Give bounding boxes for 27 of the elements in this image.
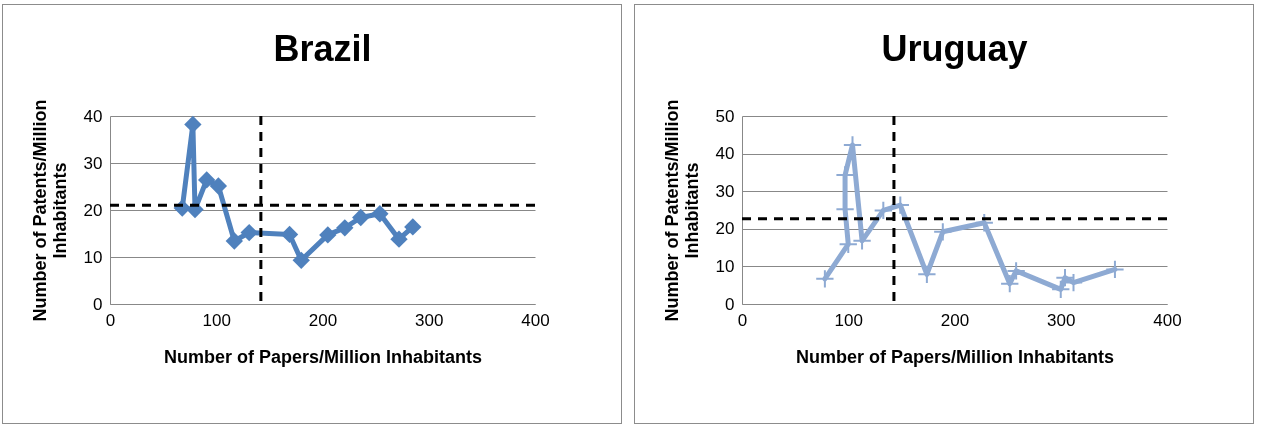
y-tick-label: 0 (725, 294, 735, 314)
x-tick-label: 200 (308, 310, 338, 330)
y-tick-label: 10 (83, 247, 103, 267)
x-tick-label: 0 (105, 310, 116, 330)
y-tick-label: 30 (83, 153, 103, 173)
x-tick-label: 0 (737, 310, 748, 330)
chart-title: Uruguay (881, 27, 1028, 69)
y-tick-label: 40 (83, 106, 103, 126)
x-tick-label: 100 (202, 310, 231, 330)
y-axis-title: Number of Patents/Million Inhabitants (661, 99, 702, 322)
x-tick-label: 400 (1153, 310, 1182, 330)
x-tick-label: 200 (940, 310, 970, 330)
x-axis-title: Number of Papers/Million Inhabitants (163, 346, 483, 367)
y-tick-label: 20 (715, 219, 735, 239)
x-axis-title: Number of Papers/Million Inhabitants (795, 346, 1115, 367)
y-tick-label: 0 (93, 294, 103, 314)
y-tick-label: 40 (715, 144, 735, 164)
x-tick-label: 400 (521, 310, 550, 330)
x-tick-label: 100 (834, 310, 863, 330)
y-tick-label: 10 (715, 256, 735, 276)
y-tick-label: 20 (83, 200, 103, 220)
chart-title: Brazil (273, 27, 372, 69)
x-tick-label: 300 (415, 310, 444, 330)
x-tick-label: 300 (1047, 310, 1076, 330)
y-tick-label: 50 (715, 106, 735, 126)
y-tick-label: 30 (715, 181, 735, 201)
y-axis-title: Number of Patents/Million Inhabitants (29, 99, 70, 322)
